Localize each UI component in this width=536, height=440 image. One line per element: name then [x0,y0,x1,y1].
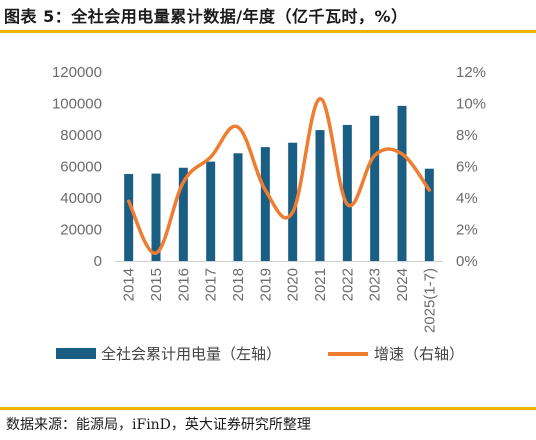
x-axis-tick-label: 2017 [203,268,220,301]
chart-title: 图表 5：全社会用电量累计数据/年度（亿千瓦时，%） [4,7,408,26]
left-axis-tick-label: 80000 [60,127,102,144]
right-axis-tick-label: 6% [456,159,478,176]
legend-label-line: 增速（右轴） [374,345,464,363]
x-axis-tick-label: 2023 [367,268,384,301]
bar [370,115,380,261]
left-axis-tick-label: 100000 [52,96,102,113]
left-axis-tick-label: 0 [94,253,102,270]
source-rule [0,407,536,410]
source-note: 数据来源：能源局，iFinD，英大证券研究所整理 [6,417,311,433]
bar [260,147,270,261]
legend-label-bar: 全社会累计用电量（左轴） [101,345,281,363]
title-rule [0,30,536,33]
right-axis-tick-label: 10% [456,96,486,113]
x-axis-tick-label: 2020 [285,268,302,301]
x-axis-tick-label: 2025(1-7) [421,268,438,333]
bar [397,105,407,261]
x-axis-tick-label: 2018 [230,268,247,301]
left-axis-tick-label: 20000 [60,222,102,239]
bar [206,161,216,261]
bar [315,130,325,261]
bar [342,124,352,261]
right-axis-tick-label: 8% [456,127,478,144]
x-axis-tick-label: 2019 [257,268,274,301]
bar [124,174,134,261]
left-axis-tick-label: 40000 [60,190,102,207]
x-axis-tick-label: 2022 [339,268,356,301]
right-axis-tick-label: 2% [456,222,478,239]
x-axis-tick-label: 2024 [394,268,411,301]
bar [424,168,434,261]
right-axis-tick-label: 0% [456,253,478,270]
x-axis-tick-label: 2016 [175,268,192,301]
bar [288,142,298,261]
x-axis-tick-label: 2015 [148,268,165,301]
bar [178,167,188,261]
x-axis-tick-label: 2014 [121,268,138,301]
bar [233,153,243,261]
left-axis-tick-label: 120000 [52,64,102,81]
right-axis-tick-label: 12% [456,64,486,81]
bar [151,173,161,261]
left-axis-tick-label: 60000 [60,159,102,176]
right-axis-tick-label: 4% [456,190,478,207]
growth-series-line [126,97,432,255]
chart: 0 20000 40000 60000 80000 100000 120000 0% 2% 4% 6… [52,64,486,363]
legend-swatch-bar [56,348,96,359]
x-axis-tick-label: 2021 [312,268,329,301]
